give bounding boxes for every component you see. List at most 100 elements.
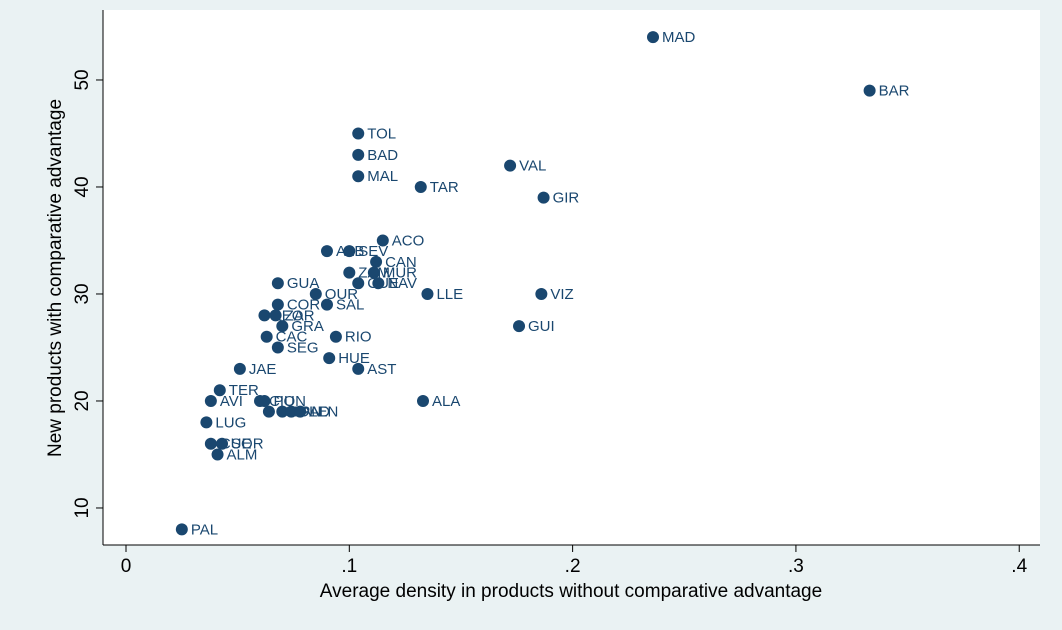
point-label: VAL [519, 158, 546, 175]
point-label: ALM [227, 446, 258, 463]
point [504, 159, 517, 172]
point [863, 84, 876, 97]
y-tick-label: 40 [72, 176, 93, 197]
point [309, 287, 322, 300]
point [258, 309, 271, 322]
point [343, 245, 356, 258]
point-label: LLE [436, 286, 463, 303]
point [352, 170, 365, 183]
point-label: RIO [345, 329, 372, 346]
point [271, 341, 284, 354]
point [647, 31, 660, 44]
point-label: BAR [879, 83, 910, 100]
y-tick-label: 10 [72, 497, 93, 518]
point-label: SAL [336, 297, 364, 314]
point [513, 320, 526, 333]
point [276, 405, 289, 418]
point-label: JAE [249, 361, 277, 378]
point-label: SEG [287, 339, 319, 356]
point-label: CUE [220, 436, 252, 453]
point [216, 437, 229, 450]
point-label: OUR [325, 286, 359, 303]
point-label: NAV [387, 275, 417, 292]
point-label: TOL [367, 125, 396, 142]
point [260, 330, 273, 343]
point [537, 191, 550, 204]
y-tick-label: 30 [72, 283, 93, 304]
point [200, 416, 213, 429]
point-label: CAN [385, 254, 417, 271]
point-label: PAD [300, 404, 330, 421]
point [352, 277, 365, 290]
point-label: LEN [309, 404, 338, 421]
x-tick-label: .4 [1011, 556, 1027, 577]
point [329, 330, 342, 343]
point-label: PAL [191, 521, 218, 538]
point [367, 266, 380, 279]
point [294, 405, 307, 418]
y-axis-label: New products with comparative advantage [45, 99, 66, 457]
point [352, 127, 365, 140]
point [352, 362, 365, 375]
point-label: SEV [358, 243, 388, 260]
point [204, 437, 217, 450]
point [417, 394, 430, 407]
point-label: COR [287, 297, 321, 314]
point [535, 287, 548, 300]
point [285, 405, 298, 418]
point [376, 234, 389, 247]
point-label: GIR [553, 190, 580, 207]
point [320, 298, 333, 311]
point [211, 448, 224, 461]
point [421, 287, 434, 300]
point [271, 298, 284, 311]
x-axis-label: Average density in products without comp… [320, 581, 822, 602]
point-label: PON [273, 393, 306, 410]
point-label: GRA [291, 318, 324, 335]
point [276, 320, 289, 333]
point [262, 405, 275, 418]
point-label: VIZ [550, 286, 573, 303]
point-label: GUA [287, 275, 320, 292]
point-label: BAD [367, 147, 398, 164]
point-label: SOR [231, 436, 264, 453]
point-label: TER [229, 382, 259, 399]
point-label: AVI [220, 393, 243, 410]
point [204, 394, 217, 407]
point [213, 384, 226, 397]
point [343, 266, 356, 279]
plot-area [103, 10, 1040, 545]
point-label: GUI [528, 318, 555, 335]
point-label: MAD [662, 29, 696, 46]
point [258, 394, 271, 407]
point-label: CIU [269, 393, 295, 410]
point [323, 352, 336, 365]
point-label: LEO [273, 307, 303, 324]
point-label: MAL [367, 168, 398, 185]
point [372, 277, 385, 290]
x-tick-label: .3 [788, 556, 804, 577]
x-tick-label: 0 [121, 556, 132, 577]
point-label: HUE [338, 350, 370, 367]
point [352, 148, 365, 161]
x-tick-label: .1 [341, 556, 357, 577]
point-label: AST [367, 361, 396, 378]
point-label: LUG [215, 414, 246, 431]
x-tick-label: .2 [565, 556, 581, 577]
point [370, 255, 383, 268]
y-tick-label: 50 [72, 69, 93, 90]
point [175, 523, 188, 536]
point [233, 362, 246, 375]
point [269, 309, 282, 322]
point [320, 245, 333, 258]
point-label: ZAR [285, 307, 315, 324]
point-label: ALA [432, 393, 460, 410]
point-label: ACO [392, 232, 425, 249]
point-label: MUR [383, 265, 417, 282]
point-label: CAC [276, 329, 308, 346]
point-label: TAR [430, 179, 459, 196]
point [271, 277, 284, 290]
y-tick-label: 20 [72, 390, 93, 411]
point [414, 180, 427, 193]
